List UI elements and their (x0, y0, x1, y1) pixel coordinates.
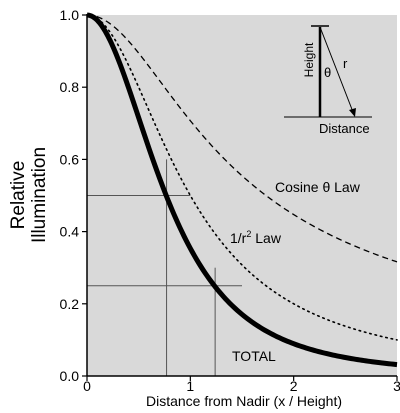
inverse-square-suffix: Law (251, 230, 281, 246)
series-line-dashed (86, 14, 398, 263)
x-axis-label: Distance from Nadir (x / Height) (146, 393, 342, 409)
geometry-inset-diagram: Height θ r Distance (284, 25, 372, 136)
x-tick-label: 3 (393, 378, 400, 394)
x-tick-label: 2 (290, 378, 298, 394)
ticks: 0.0 0.2 0.4 0.6 0.8 1.0 0 1 2 3 (60, 7, 400, 394)
inset-height-label: Height (302, 42, 316, 77)
inverse-square-superscript: 2 (246, 229, 251, 239)
series-line-dotted (86, 14, 398, 341)
inset-ray-arrowhead (349, 108, 356, 117)
y-tick-label: 0.2 (60, 296, 80, 312)
x-tick-label: 1 (186, 378, 194, 394)
y-axis-label-line-2: Illumination (29, 147, 50, 243)
y-tick-label: 0.8 (60, 79, 80, 95)
x-tick-label: 0 (83, 378, 91, 394)
y-tick-label: 0.6 (60, 151, 80, 167)
y-tick-label: 1.0 (60, 7, 80, 23)
cosine-law-label: Cosine θ Law (275, 179, 361, 195)
inverse-square-base: 1/r (230, 230, 247, 246)
axes (86, 14, 397, 377)
total-label: TOTAL (232, 348, 276, 364)
series-line-thick (86, 12, 398, 368)
series-group (86, 12, 398, 368)
inset-ray-line (319, 26, 354, 113)
y-axis-label-line-1: Relative (8, 161, 29, 230)
y-tick-label: 0.4 (60, 224, 80, 240)
inset-theta-label: θ (324, 65, 331, 80)
inverse-square-law-label: 1/r2 Law (230, 229, 282, 246)
y-tick-label: 0.0 (60, 368, 80, 384)
inset-distance-label: Distance (319, 121, 370, 136)
inset-r-label: r (343, 56, 348, 71)
